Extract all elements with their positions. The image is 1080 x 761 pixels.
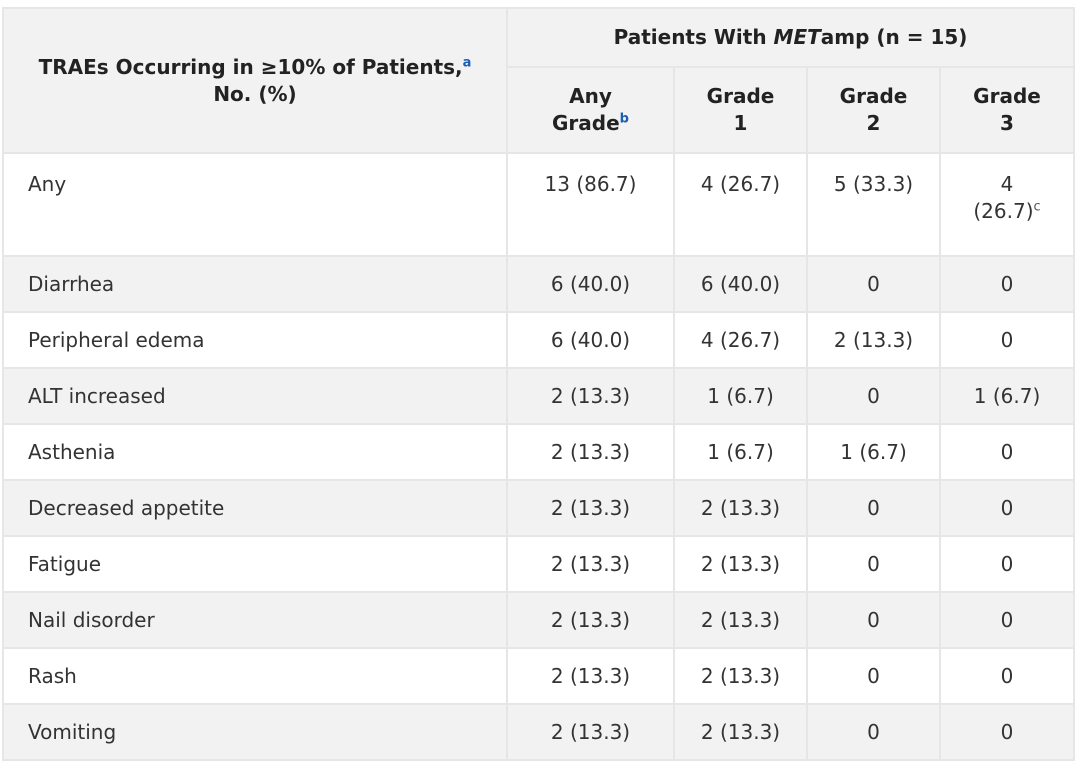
table-row-any: Any 13 (86.7) 4 (26.7) 5 (33.3) 4 (26.7)… — [2, 152, 1076, 257]
cell-grade-1: 4 (26.7) — [673, 311, 808, 369]
cell-grade-3-line2: (26.7) — [973, 199, 1034, 223]
cell-grade-2: 5 (33.3) — [806, 152, 941, 257]
cell-grade-1: 6 (40.0) — [673, 255, 808, 313]
cell-grade-3: 1 (6.7) — [938, 367, 1076, 425]
row-label: ALT increased — [2, 367, 508, 425]
table-row: Vomiting 2 (13.3) 2 (13.3) 0 0 — [2, 703, 1076, 761]
row-label: Decreased appetite — [2, 479, 508, 537]
row-label: Fatigue — [2, 535, 508, 593]
cell-any-grade: 2 (13.3) — [506, 647, 675, 705]
group-header: Patients With METamp (n = 15) — [505, 7, 1076, 68]
col-header-line2: 2 — [866, 111, 881, 135]
footnote-c-marker: c — [1033, 199, 1041, 215]
table-row: Rash 2 (13.3) 2 (13.3) 0 0 — [2, 647, 1076, 705]
col-header-grade-2: Grade 2 — [806, 66, 941, 154]
table-row: Peripheral edema 6 (40.0) 4 (26.7) 2 (13.3)… — [2, 311, 1076, 369]
cell-grade-2: 0 — [806, 647, 941, 705]
footnote-b-link[interactable]: b — [619, 111, 629, 127]
row-label: Any — [2, 152, 508, 257]
cell-any-grade: 2 (13.3) — [506, 535, 675, 593]
row-label: Asthenia — [2, 423, 508, 481]
cell-any-grade: 2 (13.3) — [506, 703, 675, 761]
col-header-line1: Any — [569, 84, 612, 108]
row-label-title: TRAEs Occurring in ≥10% of Patients, — [38, 54, 463, 79]
cell-grade-2: 0 — [806, 591, 941, 649]
cell-grade-1: 1 (6.7) — [673, 423, 808, 481]
cell-any-grade: 13 (86.7) — [506, 152, 675, 257]
table-row: Diarrhea 6 (40.0) 6 (40.0) 0 0 — [2, 255, 1076, 313]
cell-any-grade: 2 (13.3) — [506, 367, 675, 425]
group-prefix: Patients With — [613, 25, 774, 49]
table-row: Decreased appetite 2 (13.3) 2 (13.3) 0 0 — [2, 479, 1076, 537]
cell-grade-1: 2 (13.3) — [673, 703, 808, 761]
table-row: Asthenia 2 (13.3) 1 (6.7) 1 (6.7) 0 — [2, 423, 1076, 481]
row-label: Peripheral edema — [2, 311, 508, 369]
row-label: Diarrhea — [2, 255, 508, 313]
table-row: ALT increased 2 (13.3) 1 (6.7) 0 1 (6.7) — [2, 367, 1076, 425]
cell-grade-2: 2 (13.3) — [806, 311, 941, 369]
cell-grade-2: 0 — [806, 703, 941, 761]
cell-grade-3: 0 — [938, 647, 1076, 705]
group-italic: MET — [773, 25, 821, 49]
row-label: Nail disorder — [2, 591, 508, 649]
table-header: TRAEs Occurring in ≥10% of Patients,a No… — [2, 7, 1076, 154]
cell-grade-1: 4 (26.7) — [673, 152, 808, 257]
cell-grade-2: 0 — [806, 535, 941, 593]
col-header-grade-3: Grade 3 — [938, 66, 1076, 154]
cell-grade-1: 2 (13.3) — [673, 647, 808, 705]
cell-grade-3: 0 — [938, 255, 1076, 313]
col-header-line2: 1 — [733, 111, 748, 135]
footnote-a-link[interactable]: a — [462, 54, 472, 70]
cell-grade-3: 0 — [938, 535, 1076, 593]
col-header-line2: 3 — [1000, 111, 1014, 135]
cell-grade-3: 0 — [938, 591, 1076, 649]
row-label: Vomiting — [2, 703, 508, 761]
cell-any-grade: 2 (13.3) — [506, 479, 675, 537]
row-label: Rash — [2, 647, 508, 705]
table-body: Any 13 (86.7) 4 (26.7) 5 (33.3) 4 (26.7)… — [2, 152, 1076, 761]
cell-grade-3: 0 — [938, 703, 1076, 761]
row-label-sub: No. (%) — [213, 81, 297, 106]
col-header-grade-1: Grade 1 — [673, 66, 808, 154]
table-row: Fatigue 2 (13.3) 2 (13.3) 0 0 — [2, 535, 1076, 593]
cell-any-grade: 2 (13.3) — [506, 423, 675, 481]
cell-any-grade: 2 (13.3) — [506, 591, 675, 649]
cell-grade-2: 0 — [806, 479, 941, 537]
col-header-line2: Grade — [552, 111, 620, 135]
cell-grade-3: 4 (26.7)c — [938, 152, 1076, 257]
trae-table-container: TRAEs Occurring in ≥10% of Patients,a No… — [2, 7, 1076, 761]
col-header-any-grade: Any Gradeb — [506, 66, 675, 154]
cell-grade-3: 0 — [938, 311, 1076, 369]
cell-grade-1: 1 (6.7) — [673, 367, 808, 425]
col-header-line1: Grade — [973, 84, 1041, 108]
cell-grade-3: 0 — [938, 479, 1076, 537]
col-header-line1: Grade — [839, 84, 908, 108]
trae-table: TRAEs Occurring in ≥10% of Patients,a No… — [2, 7, 1076, 761]
cell-grade-2: 0 — [806, 367, 941, 425]
cell-grade-3-line1: 4 — [1000, 172, 1014, 196]
cell-grade-3: 0 — [938, 423, 1076, 481]
cell-grade-2: 0 — [806, 255, 941, 313]
cell-any-grade: 6 (40.0) — [506, 311, 675, 369]
col-header-line1: Grade — [706, 84, 775, 108]
cell-grade-2: 1 (6.7) — [806, 423, 941, 481]
group-suffix: amp (n = 15) — [820, 25, 968, 49]
table-row: Nail disorder 2 (13.3) 2 (13.3) 0 0 — [2, 591, 1076, 649]
cell-grade-1: 2 (13.3) — [673, 479, 808, 537]
cell-any-grade: 6 (40.0) — [506, 255, 675, 313]
cell-grade-1: 2 (13.3) — [673, 535, 808, 593]
row-label-header: TRAEs Occurring in ≥10% of Patients,a No… — [2, 7, 508, 154]
cell-grade-1: 2 (13.3) — [673, 591, 808, 649]
